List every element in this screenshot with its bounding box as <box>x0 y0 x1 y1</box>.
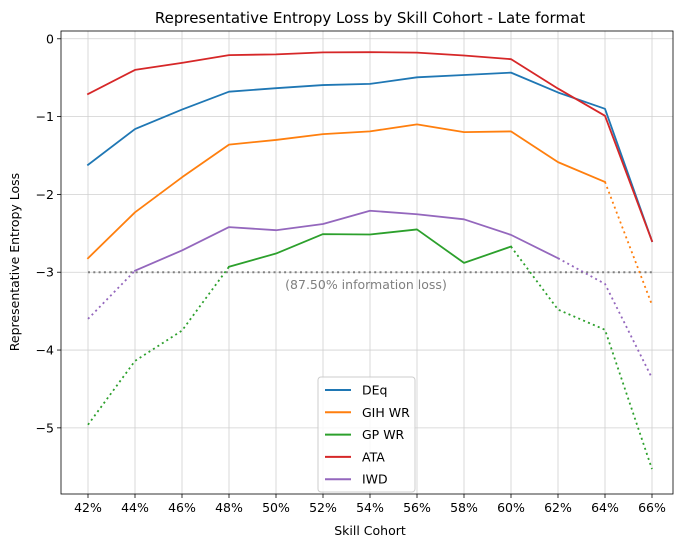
x-tick-label: 46% <box>168 500 196 515</box>
y-tick-label: −2 <box>36 187 54 202</box>
legend-label-ata: ATA <box>362 449 385 464</box>
series-line-dotted <box>557 257 653 379</box>
series-gp-wr <box>87 228 653 470</box>
series-line-solid <box>86 123 607 260</box>
y-tick-label: −5 <box>36 420 54 435</box>
tick-layer: 42% 44% 46% 48% 50% 52% 54% 56% 58% 60% 62% 64% 66% 0… <box>36 31 666 515</box>
legend-label-gp-wr: GP WR <box>362 427 405 442</box>
x-tick-label: 66% <box>638 500 666 515</box>
series-line-dotted <box>87 266 230 426</box>
plot-frame <box>60 30 674 495</box>
x-tick-label: 52% <box>309 500 337 515</box>
legend-label-gih-wr: GIH WR <box>362 405 410 420</box>
chart-title: Representative Entropy Loss by Skill Coh… <box>155 9 585 27</box>
series-line-solid <box>227 228 513 268</box>
y-tick-label: −1 <box>36 109 54 124</box>
series-line-dotted <box>510 246 653 470</box>
y-tick-label: −4 <box>36 343 54 358</box>
x-tick-label: 54% <box>356 500 384 515</box>
x-tick-label: 60% <box>497 500 525 515</box>
legend-box <box>317 376 416 493</box>
reference-layer: (87.50% information loss) <box>88 271 652 292</box>
x-axis-label: Skill Cohort <box>334 523 406 538</box>
series-line-solid <box>86 71 654 243</box>
x-tick-label: 48% <box>215 500 243 515</box>
series-line-dotted <box>604 181 653 306</box>
series-gih-wr <box>86 123 653 306</box>
series-line-solid <box>133 209 560 272</box>
y-tick-label: 0 <box>46 31 54 46</box>
y-tick-label: −3 <box>36 265 54 280</box>
legend: DEq GIH WR GP WR ATA IWD <box>317 376 416 493</box>
legend-label-iwd: IWD <box>362 472 388 487</box>
x-tick-label: 44% <box>121 500 149 515</box>
x-tick-label: 64% <box>591 500 619 515</box>
x-tick-label: 62% <box>544 500 572 515</box>
y-axis-label: Representative Entropy Loss <box>7 173 22 351</box>
series-iwd <box>87 209 653 379</box>
x-tick-label: 58% <box>450 500 478 515</box>
reference-line-label: (87.50% information loss) <box>285 277 447 292</box>
series-deq <box>86 71 654 243</box>
legend-label-deq: DEq <box>362 383 387 398</box>
series-layer <box>86 51 654 470</box>
series-line-solid <box>86 51 654 243</box>
x-tick-label: 50% <box>262 500 290 515</box>
x-tick-label: 42% <box>74 500 102 515</box>
series-line-dotted <box>87 270 136 320</box>
series-ata <box>86 51 654 243</box>
x-tick-label: 56% <box>403 500 431 515</box>
